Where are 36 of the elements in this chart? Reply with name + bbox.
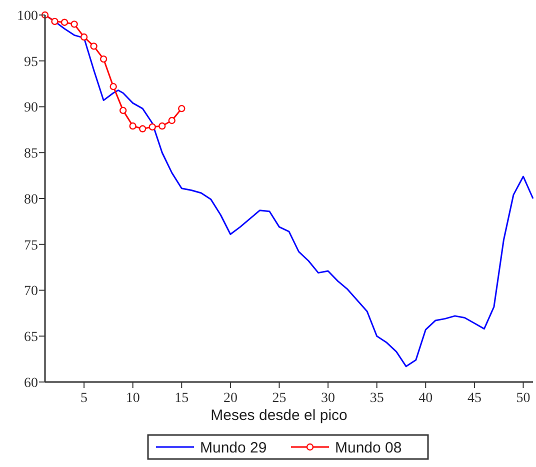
y-tick-label: 65 — [24, 330, 38, 346]
x-tick-label: 5 — [80, 391, 88, 406]
x-tick-label: 30 — [321, 391, 336, 406]
y-tick-label: 100 — [17, 8, 38, 24]
point — [158, 122, 166, 130]
point — [110, 82, 117, 90]
y-tick-label: 85 — [24, 146, 38, 162]
point — [80, 33, 88, 41]
x-tick-label: 35 — [370, 391, 384, 406]
point — [178, 104, 186, 112]
point — [168, 116, 176, 124]
point — [119, 106, 127, 114]
x-tick-label: 25 — [272, 391, 286, 406]
x-tick-label: 10 — [126, 391, 140, 406]
x-axis-title: Meses desde el pico — [210, 407, 348, 424]
y-tick-label: 95 — [24, 54, 38, 70]
legend-label: Mundo 08 — [335, 439, 402, 456]
point — [129, 122, 136, 130]
point — [148, 123, 156, 131]
point — [100, 55, 108, 63]
x-tick-label: 15 — [174, 391, 189, 406]
point — [139, 125, 146, 132]
point — [60, 18, 68, 26]
y-tick-label: 90 — [24, 100, 38, 116]
point — [70, 20, 78, 28]
y-tick-label: 60 — [24, 376, 38, 391]
legend-label: Mundo 29 — [200, 439, 267, 456]
point — [51, 18, 58, 26]
y-tick-label: 75 — [24, 238, 38, 254]
x-tick-label: 50 — [516, 391, 530, 406]
x-tick-label: 40 — [418, 391, 433, 406]
y-tick-label: 70 — [24, 284, 38, 300]
x-tick-label: 45 — [467, 391, 482, 406]
point — [90, 42, 98, 50]
x-tick-label: 20 — [223, 391, 238, 406]
y-tick-label: 80 — [24, 192, 38, 208]
